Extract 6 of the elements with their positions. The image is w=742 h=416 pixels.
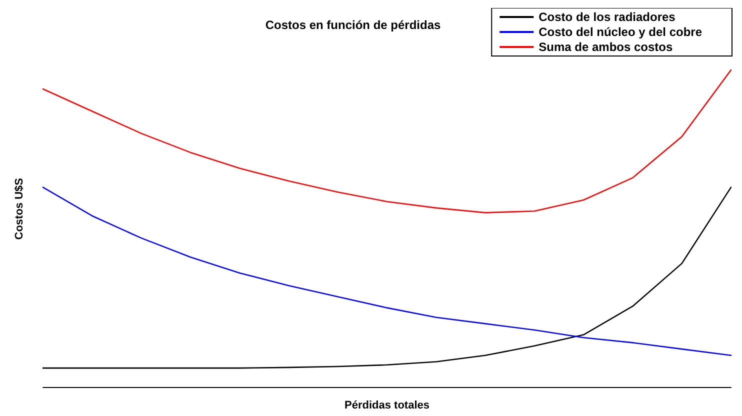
- legend-label: Suma de ambos costos: [538, 40, 673, 54]
- x-axis-title: Pérdidas totales: [344, 400, 430, 412]
- chart-title: Costos en función de pérdidas: [265, 18, 441, 32]
- y-axis-title: Costos U$S: [14, 178, 26, 240]
- legend-label: Costo del núcleo y del cobre: [538, 25, 702, 39]
- legend-label: Costo de los radiadores: [538, 10, 676, 24]
